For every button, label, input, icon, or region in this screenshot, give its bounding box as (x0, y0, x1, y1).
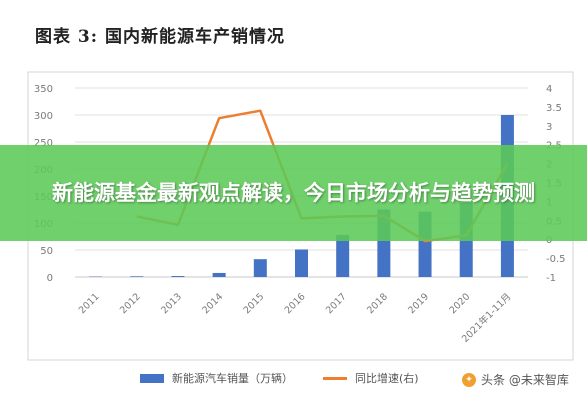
watermark-logo-icon: ✦ (462, 372, 476, 387)
bar (253, 259, 267, 277)
bar (336, 234, 350, 277)
bar (171, 276, 185, 277)
watermark-text: 头条 @未来智库 (481, 373, 569, 387)
bar (212, 272, 226, 277)
legend-swatch-line (323, 376, 347, 380)
x-tick-label: 2018 (365, 291, 390, 316)
x-tick-label: 2017 (324, 291, 349, 316)
legend-label-growth: 同比增速(右) (355, 372, 419, 385)
legend-item-sales: 新能源汽车销量（万辆） (140, 370, 293, 386)
x-tick-label: 2019 (406, 291, 431, 316)
y-right-tick-label: -1 (546, 273, 556, 284)
x-tick-label: 2014 (200, 291, 225, 316)
bar (130, 276, 144, 277)
bar (295, 249, 308, 277)
legend-item-growth: 同比增速(右) (323, 370, 419, 386)
legend-label-sales: 新能源汽车销量（万辆） (172, 372, 293, 385)
y-right-tick-label: 3.5 (546, 103, 562, 114)
overlay-banner: 新能源基金最新观点解读，今日市场分析与趋势预测 (0, 145, 587, 241)
x-tick-label: 2013 (159, 291, 184, 316)
banner-text: 新能源基金最新观点解读，今日市场分析与趋势预测 (52, 180, 535, 205)
y-right-tick-label: -0.5 (546, 254, 566, 265)
y-right-tick-label: 4 (546, 84, 552, 95)
y-left-tick-label: 250 (34, 138, 53, 149)
legend-swatch-bar (140, 373, 164, 383)
x-tick-label: 2015 (242, 291, 267, 316)
x-tick-label: 2011 (77, 291, 102, 316)
y-left-tick-label: 0 (47, 273, 53, 284)
y-left-tick-label: 350 (34, 84, 53, 95)
y-left-tick-label: 50 (40, 246, 53, 257)
x-tick-label: 2016 (283, 291, 308, 316)
watermark: ✦ 头条 @未来智库 (462, 371, 569, 388)
x-tick-label: 2020 (447, 291, 472, 316)
figure-title: 图表 3: 国内新能源车产销情况 (35, 27, 285, 47)
y-left-tick-label: 300 (34, 111, 53, 122)
y-right-tick-label: 3 (546, 122, 552, 133)
chart-legend: 新能源汽车销量（万辆） 同比增速(右) (140, 370, 449, 386)
x-tick-label: 2012 (118, 291, 143, 316)
